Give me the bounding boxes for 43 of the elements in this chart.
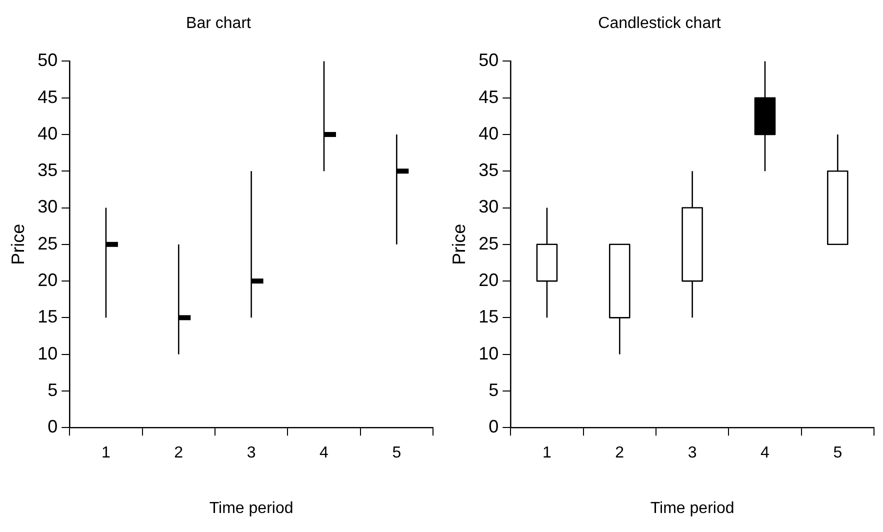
candlestick [682,170,703,318]
x-axis-title: Time period [209,500,294,517]
chart-title: Bar chart [186,15,252,32]
y-tick-label: 15 [478,306,499,327]
x-tick-label: 1 [102,444,111,462]
y-tick-label: 35 [38,160,58,180]
x-tick-label: 5 [833,444,842,462]
x-tick-label: 3 [246,444,256,462]
y-tick-label: 40 [38,123,58,144]
x-tick-label: 3 [688,444,697,462]
y-tick-label: 40 [478,123,499,144]
chart-title: Candlestick chart [598,15,722,32]
y-tick-label: 45 [38,86,58,107]
y-axis-title: Price [8,224,28,265]
y-tick-label: 25 [478,233,499,254]
y-tick-label: 0 [48,416,58,437]
candlestick [754,60,776,172]
x-tick-label: 2 [615,444,624,462]
x-tick-label: 2 [174,444,184,462]
x-tick-label: 4 [320,444,329,462]
y-axis-title: Price [448,224,469,265]
y-tick-label: 35 [478,160,499,180]
y-tick-label: 5 [488,380,499,400]
y-tick-label: 50 [38,50,58,70]
y-tick-label: 10 [478,343,499,364]
x-tick-label: 5 [392,444,402,462]
x-tick-label: 4 [760,444,770,462]
y-tick-label: 15 [38,306,58,327]
candlestick [827,134,848,246]
y-tick-label: 5 [48,380,58,400]
y-tick-label: 45 [478,86,499,107]
candlestick [536,207,558,318]
y-tick-label: 30 [38,196,58,217]
y-tick-label: 30 [478,196,499,217]
y-tick-label: 50 [478,50,499,70]
y-tick-label: 0 [488,416,499,437]
y-tick-label: 20 [38,270,58,290]
y-tick-label: 25 [38,233,58,254]
y-tick-label: 20 [478,270,499,290]
x-axis-title: Time period [650,500,734,517]
candlestick [608,244,630,355]
y-tick-label: 10 [38,343,58,364]
x-tick-label: 1 [542,444,552,462]
